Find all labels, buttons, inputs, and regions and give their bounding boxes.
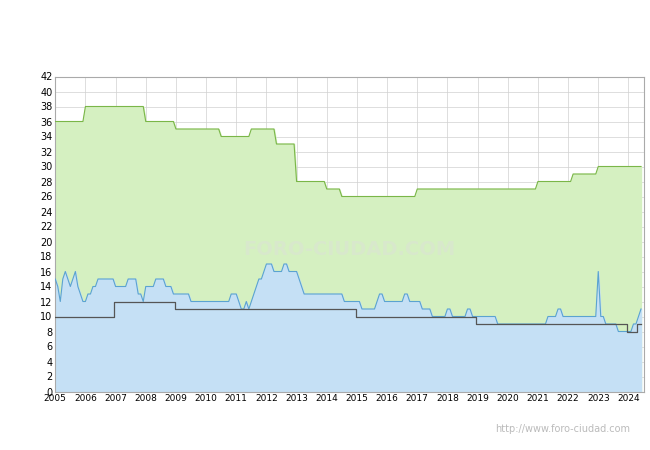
Text: FORO-CIUDAD.COM: FORO-CIUDAD.COM <box>243 240 456 259</box>
Text: Ayuela - Evolucion de la poblacion en edad de Trabajar Mayo de 2024: Ayuela - Evolucion de la poblacion en ed… <box>70 25 580 40</box>
Text: http://www.foro-ciudad.com: http://www.foro-ciudad.com <box>495 424 630 434</box>
